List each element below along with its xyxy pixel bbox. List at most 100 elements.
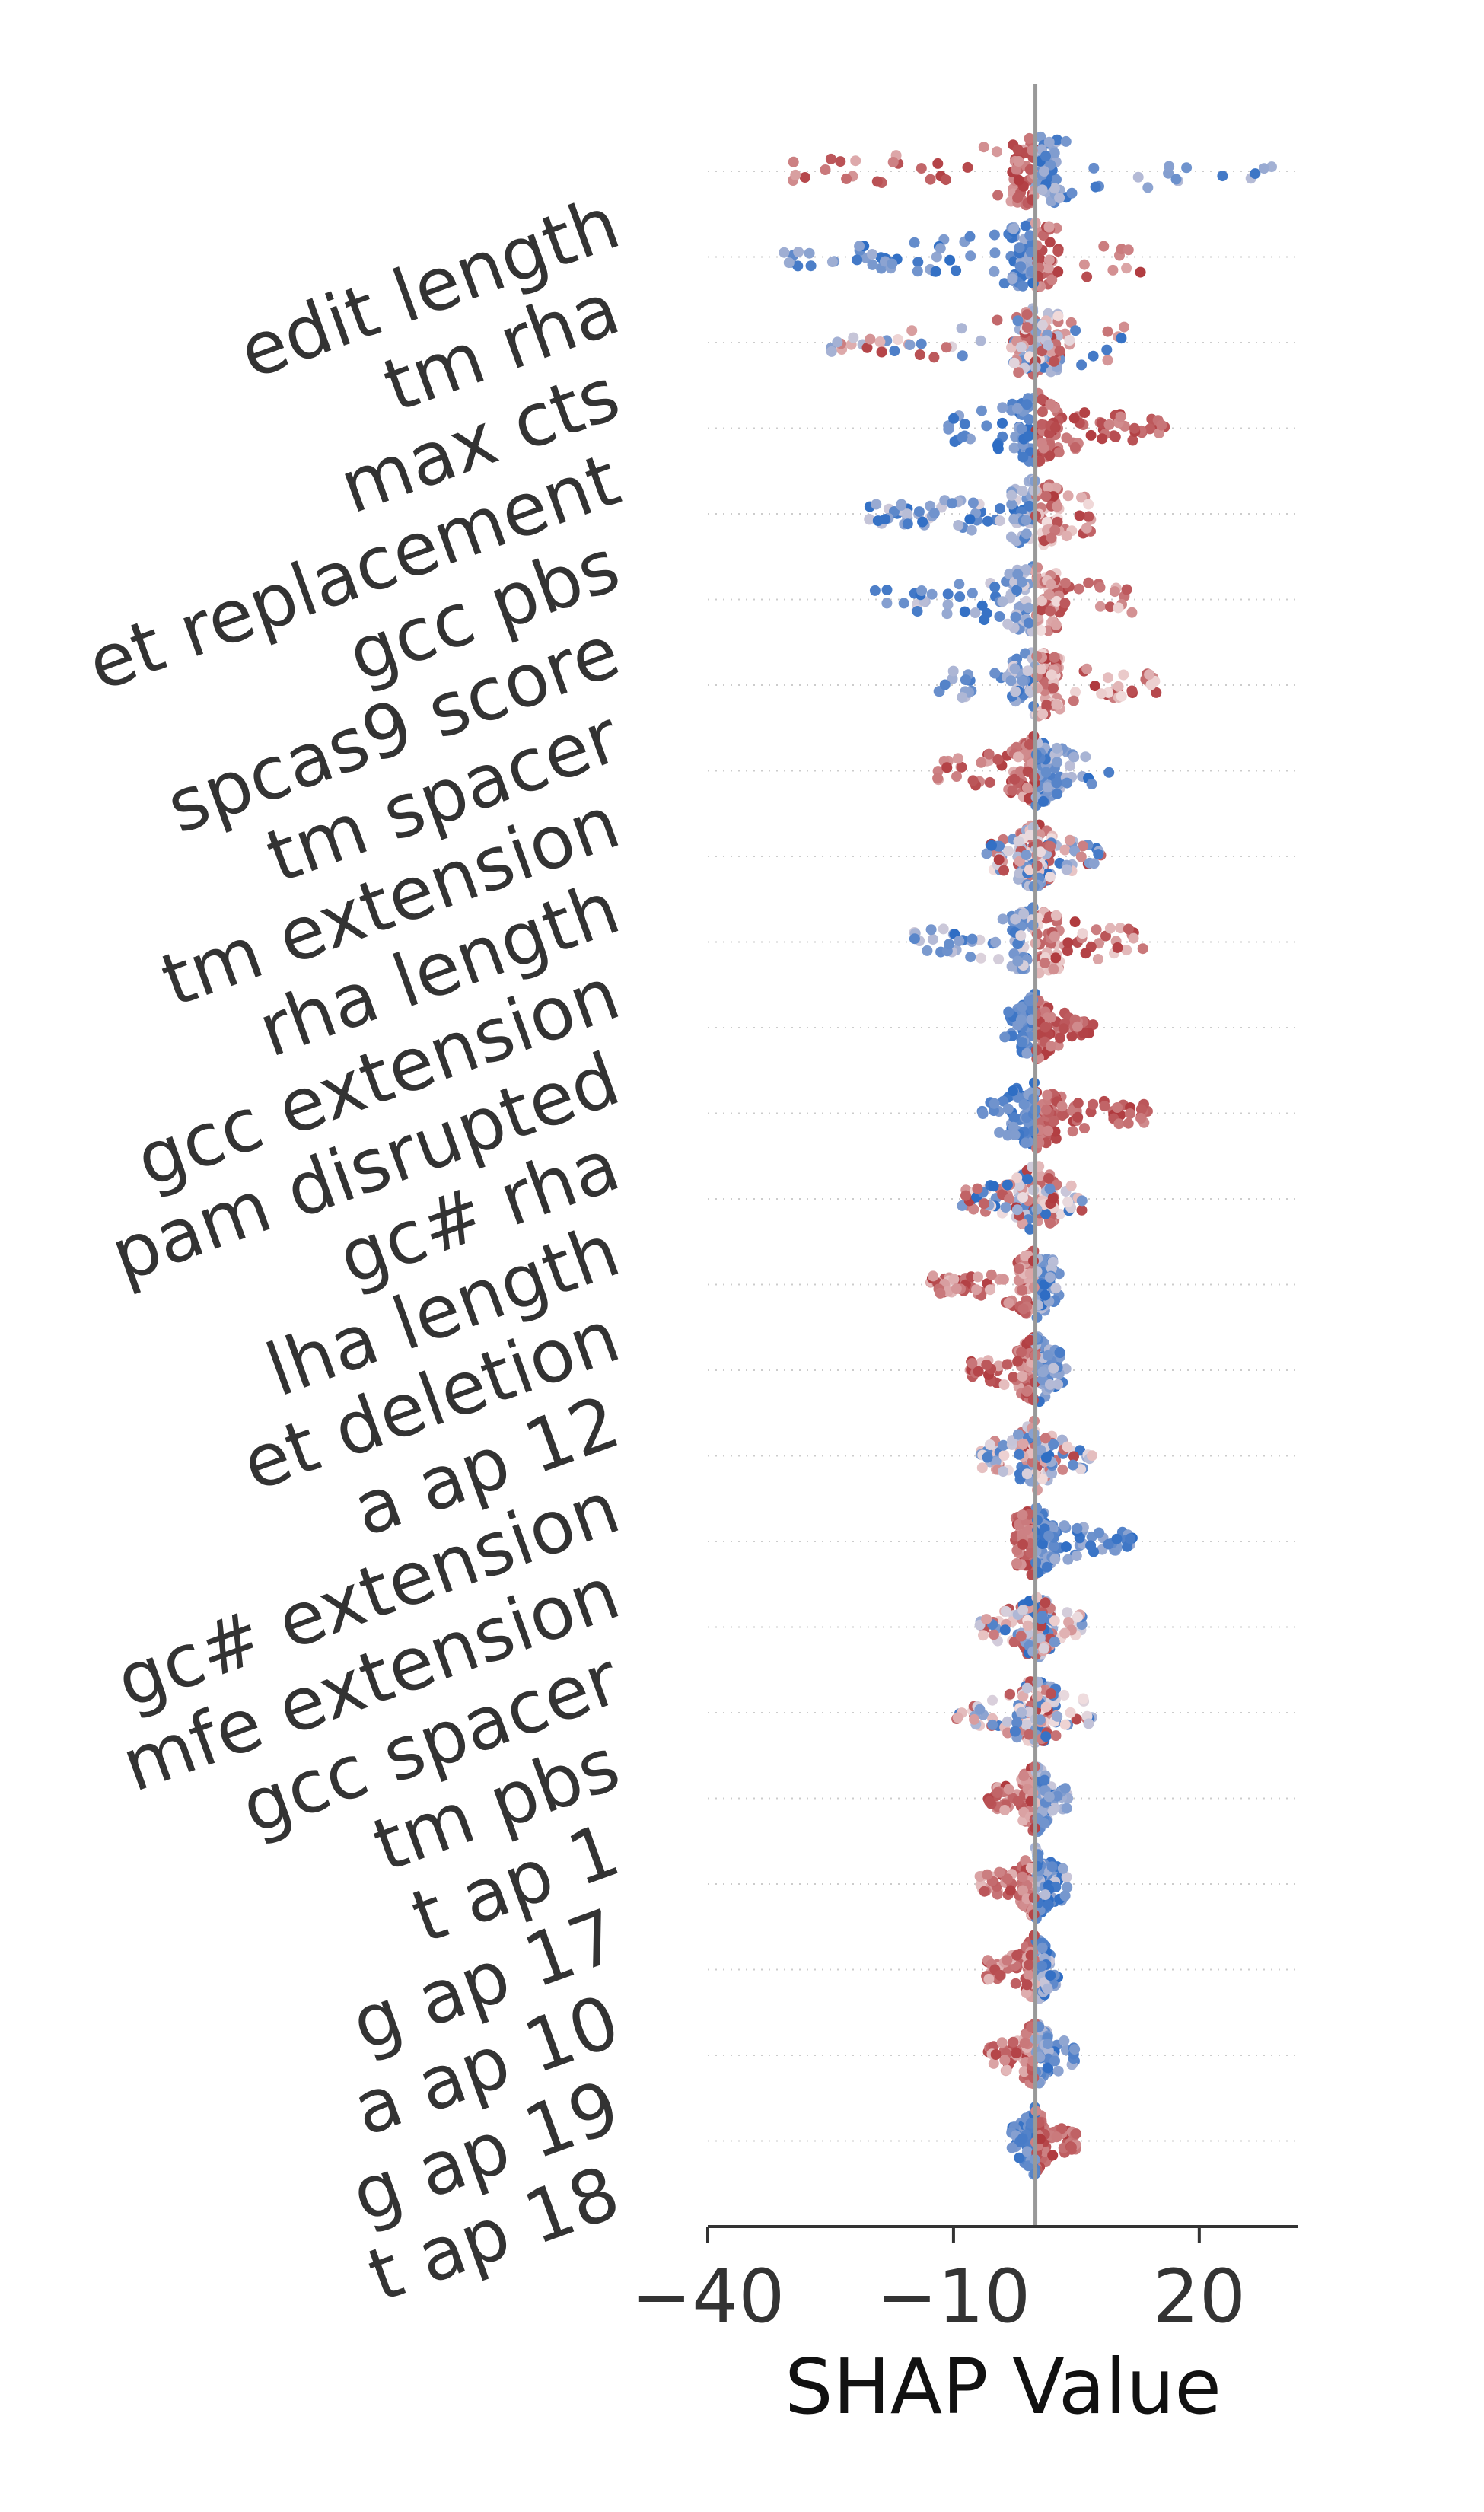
shap-point — [1039, 1279, 1050, 1290]
shap-point — [1052, 1379, 1064, 1390]
shap-point — [1021, 1979, 1033, 1991]
shap-point — [928, 352, 940, 363]
shap-point — [1017, 1192, 1028, 1203]
shap-point — [1011, 1717, 1023, 1729]
shap-point — [1050, 1730, 1062, 1742]
shap-point — [1021, 1468, 1033, 1480]
shap-point — [992, 1787, 1003, 1798]
shap-point — [1059, 1627, 1071, 1639]
shap-point — [943, 423, 954, 435]
shap-point — [1041, 700, 1052, 711]
shap-point — [938, 923, 949, 935]
shap-point — [992, 754, 1004, 765]
shap-point — [1021, 515, 1032, 526]
shap-point — [1098, 241, 1110, 252]
shap-point — [1088, 162, 1100, 174]
shap-point — [1102, 326, 1113, 337]
shap-point — [989, 266, 1000, 277]
shap-point — [1037, 595, 1047, 607]
shap-point — [1040, 1289, 1051, 1301]
shap-point — [1003, 846, 1014, 856]
shap-point — [1021, 564, 1031, 575]
shap-point — [1090, 181, 1101, 193]
shap-point — [1068, 413, 1080, 424]
shap-point — [1126, 685, 1138, 697]
shap-point — [981, 420, 992, 432]
shap-point — [999, 2055, 1011, 2066]
shap-point — [1072, 1021, 1083, 1032]
shap-point — [1043, 221, 1055, 232]
shap-point — [1077, 840, 1088, 852]
shap-point — [1066, 1031, 1078, 1042]
shap-point — [972, 1183, 983, 1194]
shap-point — [867, 259, 878, 270]
shap-point — [1102, 355, 1113, 366]
shap-point — [1024, 414, 1035, 425]
shap-point — [1062, 1197, 1074, 1207]
shap-point — [892, 334, 903, 345]
shap-point — [1040, 1597, 1051, 1608]
shap-point — [869, 585, 881, 596]
shap-point — [975, 335, 986, 346]
shap-point — [1078, 1693, 1089, 1704]
shap-point — [832, 336, 843, 348]
shap-point — [1040, 767, 1052, 778]
shap-point — [1023, 617, 1034, 629]
shap-point — [912, 257, 924, 268]
shap-point — [1080, 751, 1091, 763]
shap-point — [896, 499, 907, 511]
shap-point — [981, 848, 992, 859]
shap-point — [1015, 930, 1027, 942]
shap-point — [999, 1624, 1011, 1636]
shap-point — [1052, 2065, 1064, 2077]
shap-point — [1068, 751, 1080, 763]
shap-point — [1115, 923, 1126, 934]
shap-point — [889, 346, 900, 356]
shap-point — [1062, 490, 1074, 502]
shap-point — [1076, 1204, 1088, 1216]
shap-point — [1112, 942, 1123, 953]
shap-point — [1044, 1272, 1056, 1283]
shap-point — [1094, 601, 1106, 612]
shap-point — [1049, 1554, 1061, 1565]
shap-point — [1109, 586, 1120, 598]
shap-point — [1088, 858, 1100, 869]
shap-point — [1054, 193, 1065, 203]
shap-point — [1076, 359, 1088, 371]
shap-point — [1091, 924, 1102, 936]
shap-point — [1017, 451, 1029, 463]
shap-point — [986, 1269, 997, 1280]
shap-point — [841, 173, 852, 184]
shap-point — [1045, 1970, 1056, 1981]
shap-point — [1024, 829, 1036, 840]
shap-point — [957, 350, 968, 362]
shap-point — [970, 607, 981, 618]
shap-point — [1036, 664, 1047, 675]
shap-point — [994, 840, 1005, 852]
shap-point — [1037, 709, 1049, 720]
shap-point — [1017, 1303, 1029, 1315]
shap-point — [1043, 1791, 1055, 1803]
shap-point — [1065, 317, 1077, 328]
shap-point — [1035, 1445, 1046, 1456]
shap-point — [1017, 1605, 1029, 1616]
shap-point — [1083, 577, 1094, 588]
shap-point — [1062, 1882, 1073, 1893]
shap-point — [1044, 1379, 1056, 1390]
shap-point — [1024, 500, 1035, 512]
shap-point — [966, 524, 977, 536]
shap-point — [1089, 681, 1100, 692]
shap-point — [995, 503, 1005, 515]
shap-point — [930, 266, 941, 277]
shap-point — [1121, 584, 1132, 595]
shap-point — [1017, 675, 1028, 687]
shap-point — [792, 260, 804, 272]
shap-point — [1107, 264, 1119, 276]
shap-point — [1040, 958, 1050, 968]
shap-point — [1017, 1871, 1028, 1882]
shap-point — [1132, 171, 1144, 183]
shap-point — [1016, 1347, 1027, 1358]
shap-point — [1014, 868, 1025, 879]
shap-point — [954, 936, 965, 947]
shap-point — [1024, 132, 1035, 144]
